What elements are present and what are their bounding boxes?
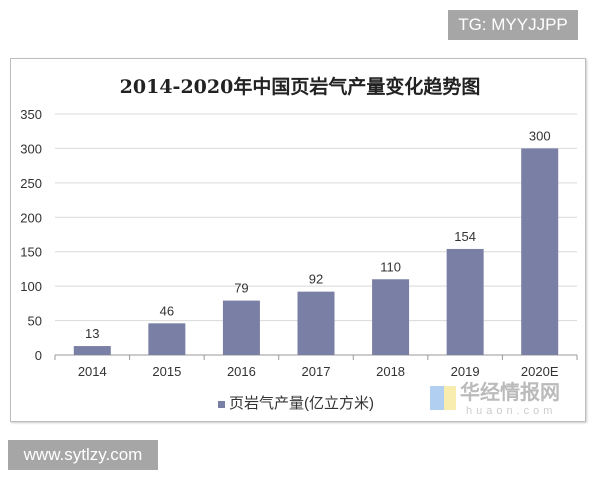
- logo-watermark-sub: huaon.com: [466, 405, 557, 417]
- chart-frame: [10, 58, 586, 422]
- x-tick-label: 2020E: [521, 364, 559, 379]
- chart-title: 2014-2020年中国页岩气产量变化趋势图: [119, 76, 481, 98]
- y-tick-label: 250: [20, 176, 42, 191]
- y-tick-label: 100: [20, 279, 42, 294]
- data-label: 110: [380, 259, 401, 274]
- watermark-site: www.sytlzy.com: [8, 440, 158, 470]
- legend-label: 页岩气产量(亿立方米): [229, 395, 374, 412]
- bar: [521, 148, 559, 355]
- y-tick-label: 350: [20, 107, 42, 122]
- watermark-tg: TG: MYYJJPP: [448, 10, 578, 40]
- legend-swatch: [218, 400, 225, 408]
- y-tick-label: 300: [20, 141, 42, 156]
- x-tick-label: 2014: [78, 364, 107, 379]
- bar: [297, 291, 335, 355]
- data-label: 13: [85, 326, 99, 341]
- y-tick-label: 200: [20, 210, 42, 225]
- bar: [73, 346, 111, 355]
- data-label: 92: [309, 272, 323, 287]
- logo-icon: [430, 386, 444, 410]
- bar: [148, 323, 186, 355]
- data-label: 79: [234, 281, 248, 296]
- bar: [446, 248, 484, 355]
- y-tick-label: 50: [28, 314, 42, 329]
- data-label: 300: [529, 128, 551, 143]
- x-tick-label: 2017: [302, 364, 331, 379]
- legend: 页岩气产量(亿立方米): [218, 392, 374, 413]
- x-tick-label: 2016: [227, 364, 256, 379]
- bar: [372, 279, 410, 355]
- logo-watermark: 华经情报网: [460, 382, 560, 404]
- data-label: 46: [160, 303, 174, 318]
- bar: [222, 300, 260, 355]
- y-tick-label: 150: [20, 245, 42, 260]
- x-tick-label: 2015: [152, 364, 181, 379]
- y-tick-label: 0: [35, 348, 42, 363]
- data-label: 154: [454, 229, 476, 244]
- x-tick-label: 2018: [376, 364, 405, 379]
- logo-icon-part: [444, 386, 456, 410]
- x-tick-label: 2019: [451, 364, 480, 379]
